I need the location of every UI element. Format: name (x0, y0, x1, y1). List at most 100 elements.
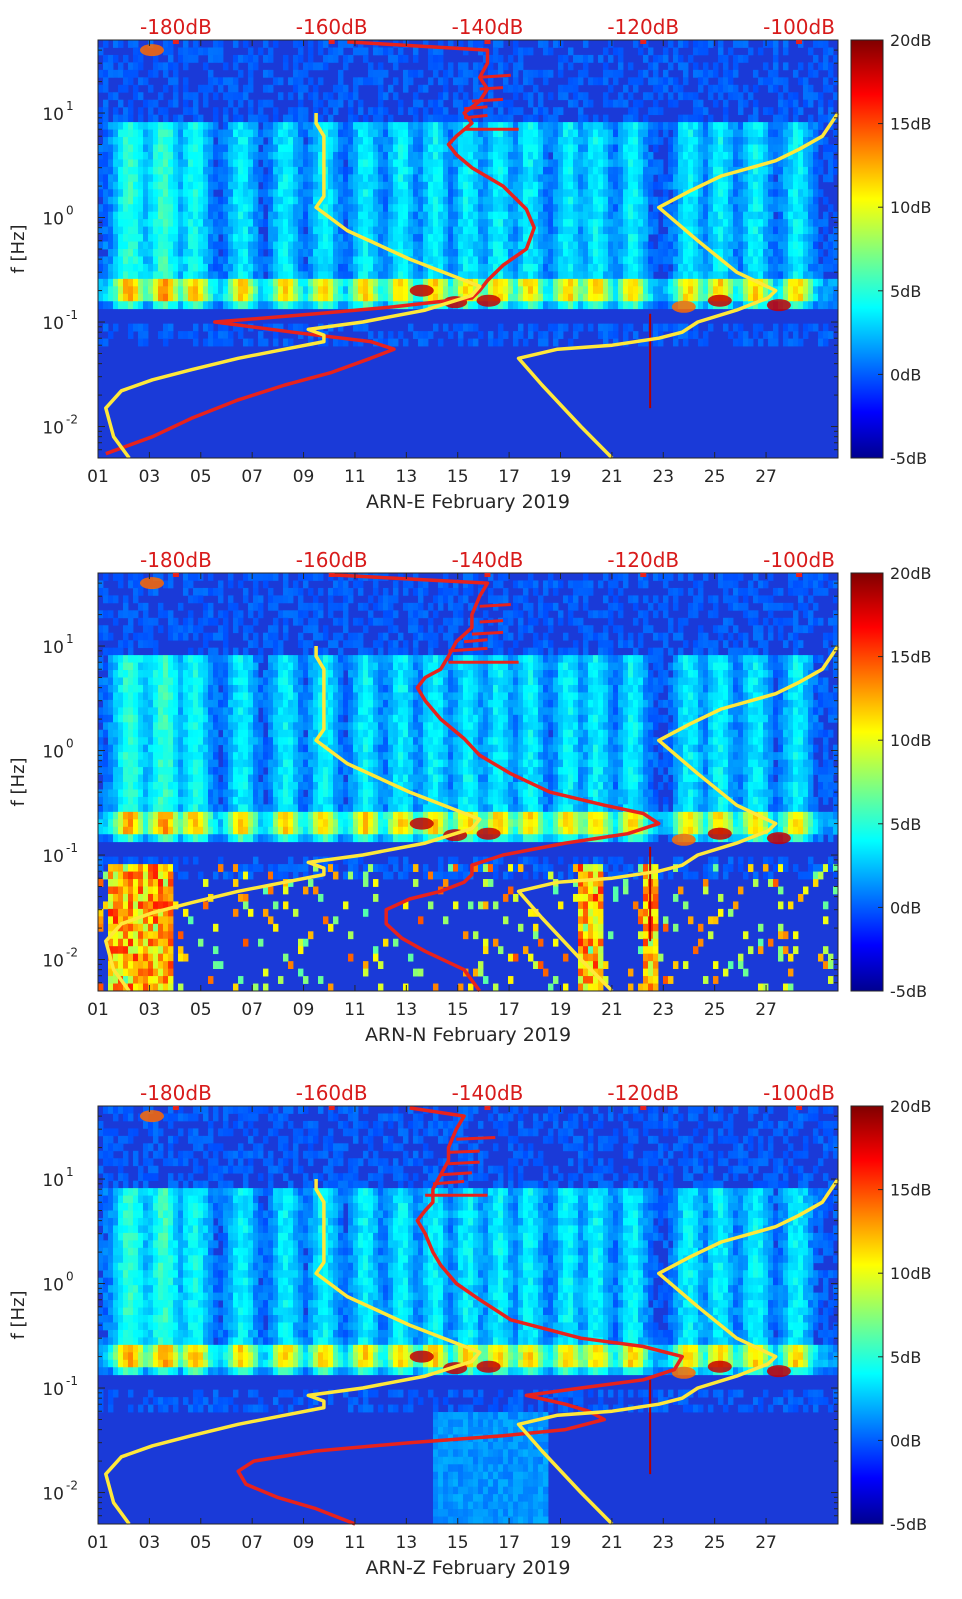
y-tick-exponent: -2 (66, 413, 78, 427)
colorbar-tick-label: 10dB (890, 1264, 932, 1283)
colorbar-tick-label: -5dB (890, 982, 927, 1001)
y-axis-label: f [Hz] (8, 224, 29, 273)
y-tick-label: 10 (42, 1380, 64, 1400)
x-tick-label: 17 (498, 467, 520, 487)
y-tick-label: 10 (42, 743, 64, 763)
y-tick-exponent: -1 (66, 841, 78, 855)
red-curve-spike (448, 1149, 480, 1154)
y-axis-label: f [Hz] (8, 1290, 29, 1339)
colorbar-tick-label: 20dB (890, 1097, 932, 1116)
y-tick-exponent: 1 (66, 1165, 74, 1179)
x-tick-label: 03 (139, 1533, 161, 1553)
red-curve-spike (479, 619, 504, 624)
colorbar-tick-label: 5dB (890, 1348, 921, 1367)
top-db-tick-mark (484, 40, 491, 44)
red-curve-spike (463, 638, 488, 644)
yellow-noise-model-curve (516, 112, 840, 460)
x-tick-label: 01 (87, 1000, 109, 1020)
top-db-tick-mark (484, 1106, 491, 1110)
x-tick-label: 15 (447, 1000, 469, 1020)
x-tick-label: 13 (396, 467, 418, 487)
y-tick-exponent: 0 (66, 737, 74, 751)
top-db-tick-mark (640, 40, 647, 44)
red-noise-curve (105, 40, 536, 456)
red-curve-spike (479, 86, 504, 91)
red-curve-spike (432, 1179, 465, 1186)
top-db-tick-label: -100dB (763, 548, 835, 572)
top-db-tick-label: -180dB (140, 1081, 212, 1105)
y-tick-label: 10 (42, 638, 64, 658)
x-tick-label: 27 (755, 1000, 777, 1020)
x-tick-label: 05 (190, 1000, 212, 1020)
yellow-noise-model-curve (516, 1178, 840, 1526)
x-tick-label: 11 (344, 467, 366, 487)
colorbar-tick-label: 10dB (890, 198, 932, 217)
top-db-tick-mark (484, 573, 491, 577)
x-tick-label: 23 (652, 467, 674, 487)
yellow-noise-model-curve (516, 645, 840, 993)
y-tick-exponent: -1 (66, 1374, 78, 1388)
spectrogram-image (98, 1106, 839, 1525)
red-curve-spike (479, 602, 511, 608)
yellow-noise-model-curve (104, 646, 482, 993)
x-tick-label: 25 (704, 467, 726, 487)
red-curve-spike (456, 1135, 496, 1141)
colorbar-tick-label: 15dB (890, 648, 932, 667)
x-tick-label: 07 (241, 1000, 263, 1020)
top-db-tick-mark (640, 1106, 647, 1110)
y-tick-label: 10 (42, 210, 64, 230)
red-curve-spike (463, 105, 488, 111)
y-tick-exponent: 0 (66, 204, 74, 218)
x-tick-label: 07 (241, 1533, 263, 1553)
colorbar (850, 39, 884, 459)
x-tick-label: 01 (87, 1533, 109, 1553)
x-tick-label: 19 (550, 1533, 572, 1553)
x-tick-label: 09 (293, 467, 315, 487)
x-tick-label: 17 (498, 1533, 520, 1553)
x-axis-label: ARN-N February 2019 (365, 1024, 571, 1046)
top-db-tick-mark (796, 40, 803, 44)
colorbar-tick-label: 5dB (890, 282, 921, 301)
spectrogram-image (98, 40, 839, 458)
colorbar-tick-label: 15dB (890, 115, 932, 134)
top-db-tick-label: -160dB (296, 15, 368, 39)
x-axis-label: ARN-Z February 2019 (366, 1557, 571, 1579)
y-tick-exponent: 1 (66, 99, 74, 113)
x-tick-label: 21 (601, 467, 623, 487)
colorbar (850, 572, 884, 992)
red-noise-curve (331, 573, 661, 993)
y-tick-label: 10 (42, 105, 64, 125)
top-db-tick-label: -120dB (607, 548, 679, 572)
colorbar-tick-label: 20dB (890, 31, 932, 50)
colorbar-tick-label: 0dB (890, 1431, 921, 1450)
x-tick-label: 15 (447, 467, 469, 487)
y-tick-label: 10 (42, 1485, 64, 1505)
red-noise-curve (236, 1106, 684, 1526)
top-db-tick-label: -180dB (140, 548, 212, 572)
x-tick-label: 11 (344, 1533, 366, 1553)
red-curve-spike (479, 73, 511, 79)
y-tick-label: 10 (42, 1171, 64, 1191)
y-tick-label: 10 (42, 1276, 64, 1296)
x-tick-label: 03 (139, 467, 161, 487)
x-tick-label: 13 (396, 1000, 418, 1020)
x-axis-label: ARN-E February 2019 (366, 491, 570, 513)
x-tick-label: 25 (704, 1533, 726, 1553)
top-db-tick-mark (640, 573, 647, 577)
x-tick-label: 05 (190, 467, 212, 487)
x-tick-label: 19 (550, 467, 572, 487)
x-tick-label: 27 (755, 467, 777, 487)
x-tick-label: 21 (601, 1000, 623, 1020)
top-db-tick-mark (172, 40, 179, 44)
colorbar-tick-label: 15dB (890, 1181, 932, 1200)
red-curve-spike (440, 1171, 472, 1177)
x-tick-label: 21 (601, 1533, 623, 1553)
x-tick-label: 23 (652, 1533, 674, 1553)
top-db-tick-label: -140dB (452, 1081, 524, 1105)
y-tick-exponent: -2 (66, 1479, 78, 1493)
top-db-tick-label: -140dB (452, 15, 524, 39)
y-tick-label: 10 (42, 419, 64, 439)
